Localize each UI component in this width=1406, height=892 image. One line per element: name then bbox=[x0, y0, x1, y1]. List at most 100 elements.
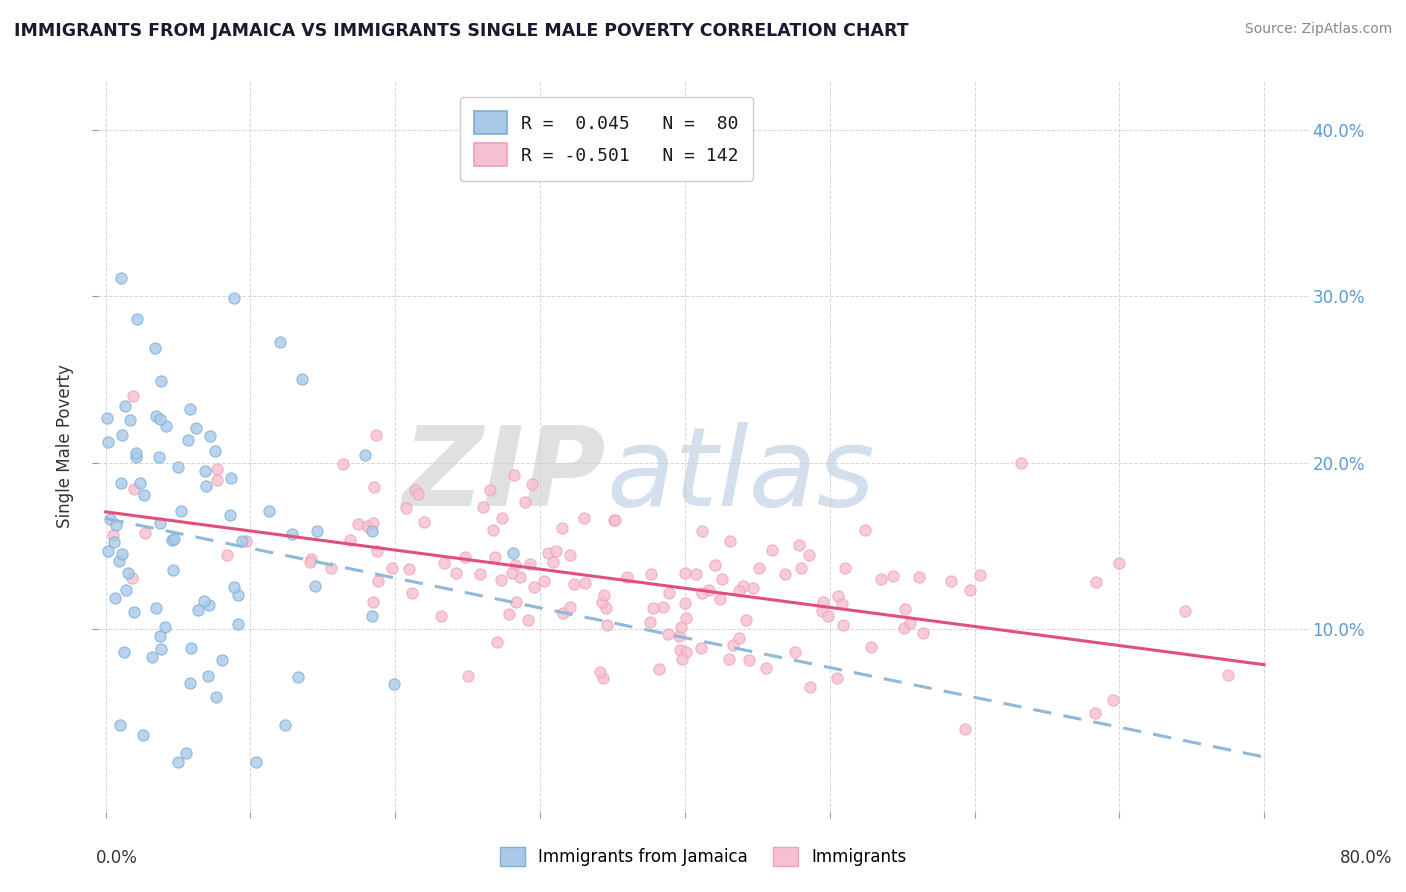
Point bbox=[519, 557, 541, 571]
Point bbox=[513, 494, 536, 508]
Point bbox=[195, 478, 218, 492]
Point bbox=[501, 566, 523, 580]
Point bbox=[558, 548, 581, 562]
Point bbox=[813, 594, 835, 608]
Point bbox=[187, 603, 209, 617]
Point bbox=[643, 600, 665, 615]
Point bbox=[125, 312, 148, 326]
Text: ZIP: ZIP bbox=[402, 422, 606, 529]
Point bbox=[894, 602, 917, 616]
Point bbox=[454, 550, 477, 565]
Point bbox=[551, 607, 574, 621]
Point bbox=[1101, 693, 1123, 707]
Point bbox=[198, 598, 221, 612]
Point bbox=[269, 334, 291, 349]
Point bbox=[148, 450, 170, 465]
Point bbox=[222, 580, 245, 594]
Point bbox=[591, 595, 613, 609]
Point bbox=[675, 645, 697, 659]
Point bbox=[134, 488, 156, 502]
Point bbox=[668, 629, 690, 643]
Point bbox=[939, 574, 962, 588]
Point bbox=[122, 482, 145, 496]
Y-axis label: Single Male Poverty: Single Male Poverty bbox=[56, 364, 75, 528]
Point bbox=[595, 601, 617, 615]
Point bbox=[1084, 706, 1107, 721]
Point bbox=[114, 400, 136, 414]
Point bbox=[194, 464, 217, 478]
Point bbox=[205, 474, 228, 488]
Point bbox=[605, 513, 627, 527]
Point bbox=[502, 546, 524, 560]
Point bbox=[110, 718, 132, 732]
Point bbox=[149, 412, 172, 426]
Point bbox=[574, 575, 596, 590]
Point bbox=[347, 517, 370, 532]
Point bbox=[105, 517, 128, 532]
Point bbox=[149, 629, 172, 643]
Point bbox=[651, 599, 673, 614]
Point bbox=[572, 511, 595, 525]
Point bbox=[908, 569, 931, 583]
Point bbox=[205, 461, 228, 475]
Point bbox=[145, 601, 167, 615]
Point bbox=[110, 475, 132, 490]
Point bbox=[596, 618, 619, 632]
Point bbox=[1085, 574, 1108, 589]
Point bbox=[143, 341, 166, 355]
Point bbox=[101, 527, 124, 541]
Point bbox=[748, 560, 770, 574]
Point bbox=[834, 561, 856, 575]
Point bbox=[162, 533, 184, 548]
Point bbox=[690, 640, 713, 655]
Point bbox=[429, 609, 451, 624]
Point bbox=[953, 722, 976, 736]
Point bbox=[299, 551, 322, 566]
Text: atlas: atlas bbox=[606, 422, 875, 529]
Point bbox=[321, 561, 343, 575]
Point bbox=[703, 558, 725, 572]
Point bbox=[413, 515, 436, 529]
Point bbox=[162, 563, 184, 577]
Point bbox=[509, 570, 531, 584]
Point bbox=[98, 512, 121, 526]
Point bbox=[671, 651, 693, 665]
Text: IMMIGRANTS FROM JAMAICA VS IMMIGRANTS SINGLE MALE POVERTY CORRELATION CHART: IMMIGRANTS FROM JAMAICA VS IMMIGRANTS SI… bbox=[14, 22, 908, 40]
Point bbox=[401, 586, 423, 600]
Point bbox=[690, 524, 713, 538]
Point bbox=[125, 450, 148, 465]
Point bbox=[799, 680, 821, 694]
Point bbox=[304, 579, 326, 593]
Point bbox=[718, 652, 741, 666]
Point bbox=[111, 428, 134, 442]
Point bbox=[697, 583, 720, 598]
Point bbox=[97, 435, 120, 450]
Point bbox=[179, 401, 201, 416]
Point bbox=[593, 588, 616, 602]
Point bbox=[167, 460, 190, 475]
Point bbox=[673, 566, 696, 581]
Point bbox=[356, 519, 378, 533]
Point bbox=[882, 568, 904, 582]
Point bbox=[817, 608, 839, 623]
Point bbox=[491, 511, 513, 525]
Point bbox=[551, 521, 574, 535]
Point bbox=[728, 631, 751, 645]
Point bbox=[710, 572, 733, 586]
Point bbox=[503, 467, 526, 482]
Point bbox=[235, 534, 257, 549]
Point bbox=[150, 374, 173, 388]
Point bbox=[134, 526, 156, 541]
Point bbox=[498, 607, 520, 621]
Point bbox=[560, 599, 582, 614]
Point bbox=[366, 544, 388, 558]
Point bbox=[162, 533, 184, 547]
Point bbox=[111, 547, 134, 561]
Point bbox=[180, 640, 202, 655]
Point bbox=[219, 508, 242, 522]
Point bbox=[121, 389, 143, 403]
Point bbox=[444, 566, 467, 580]
Point bbox=[825, 671, 848, 685]
Point bbox=[911, 626, 934, 640]
Point bbox=[125, 446, 148, 460]
